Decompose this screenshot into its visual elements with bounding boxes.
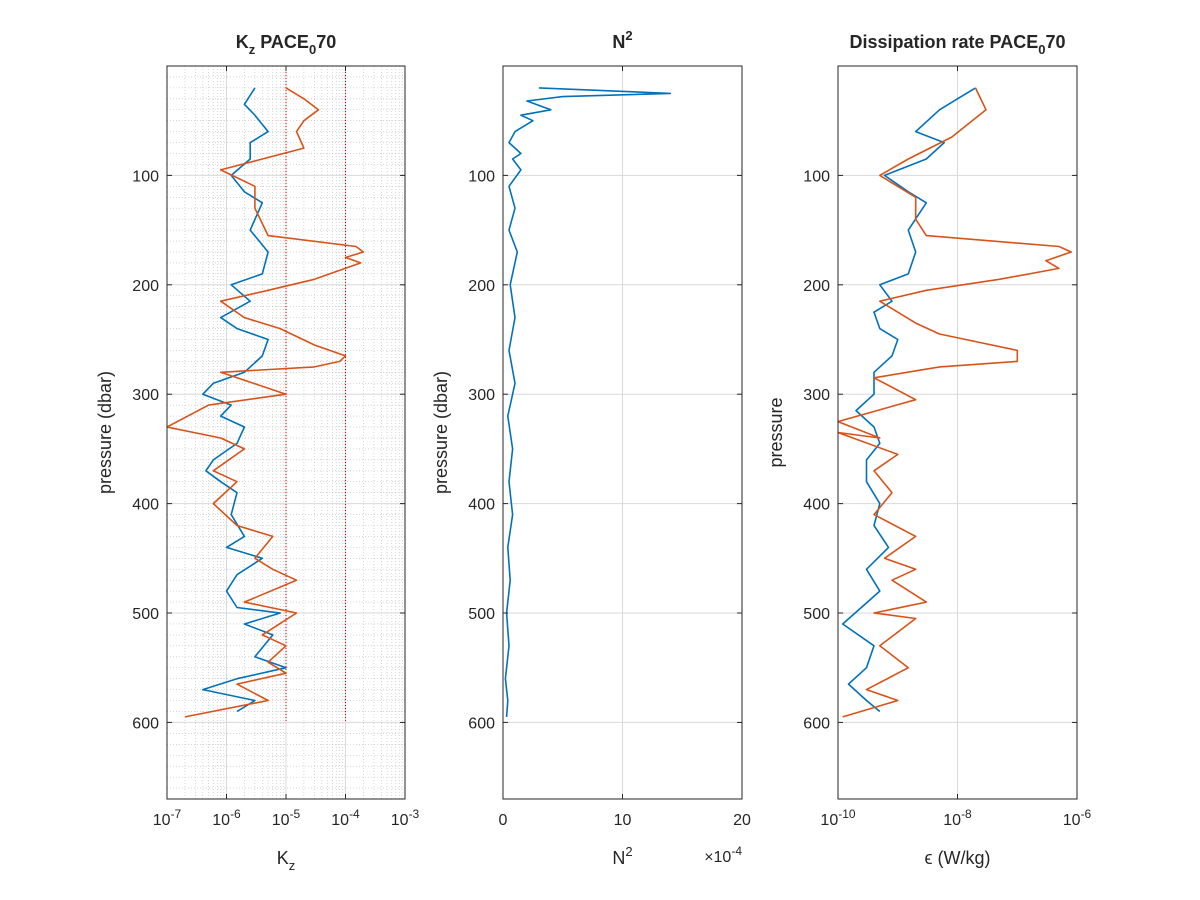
y-tick-label: 400 (468, 497, 495, 514)
y-tick-label: 100 (803, 168, 830, 185)
y-tick-label: 300 (132, 387, 159, 404)
chart-title: N2 (612, 28, 632, 52)
x-axis-label: Kz (277, 848, 296, 873)
x-tick-label: 10-4 (331, 807, 360, 829)
panel-dissipation: 10-10 10-8 10-6 100 200 300 400 500 600 Dissipati… (766, 32, 1092, 868)
y-tick-label: 600 (468, 715, 495, 732)
y-tick-label: 600 (132, 715, 159, 732)
x-tick-label: 10-8 (943, 807, 972, 829)
y-axis-label: pressure (dbar) (95, 371, 115, 494)
x-tick-label: 20 (733, 812, 751, 829)
y-tick-label: 400 (803, 497, 830, 514)
y-tick-label: 100 (468, 168, 495, 185)
series-line-blue (504, 87, 672, 717)
y-tick-label: 500 (468, 606, 495, 623)
x-tick-label: 0 (499, 812, 508, 829)
panel-n2: 0 10 20 100 200 300 400 500 600 N2 N2 ×10-4 pressure… (431, 28, 751, 868)
y-axis-label: pressure (dbar) (431, 371, 451, 494)
y-tick-label: 100 (132, 168, 159, 185)
x-tick-label: 10-5 (272, 807, 301, 829)
series-line-orange (167, 87, 365, 718)
grid (166, 66, 406, 799)
y-tick-label: 200 (132, 278, 159, 295)
y-tick-label: 300 (803, 387, 830, 404)
y-axis-label: pressure (766, 397, 786, 467)
x-tick-label: 10-6 (212, 807, 241, 829)
x-tick-label: 10-7 (153, 807, 182, 829)
x-tick-label: 10-10 (820, 807, 855, 829)
series-group (838, 87, 1072, 718)
x-axis-label: N2 (612, 844, 632, 868)
x-exponent-label: ×10-4 (704, 844, 742, 866)
series-group (167, 87, 365, 718)
series-line-blue (202, 87, 287, 713)
y-tick-label: 200 (468, 278, 495, 295)
x-tick-label: 10-6 (1063, 807, 1092, 829)
y-tick-label: 500 (132, 606, 159, 623)
series-line-orange (838, 87, 1072, 718)
y-tick-label: 400 (132, 497, 159, 514)
chart-title: Kz PACE070 (236, 32, 336, 57)
y-tick-label: 200 (803, 278, 830, 295)
x-tick-label: 10-3 (391, 807, 420, 829)
series-group (504, 87, 672, 717)
chart-title: Dissipation rate PACE070 (850, 32, 1066, 57)
x-tick-label: 10 (614, 812, 632, 829)
y-tick-label: 600 (803, 715, 830, 732)
panel-kz: 10-7 10-6 10-5 10-4 10-3 100 200 300 400 500 600 Kz… (95, 32, 420, 873)
y-tick-label: 300 (468, 387, 495, 404)
y-tick-label: 500 (803, 606, 830, 623)
x-axis-label: ϵ (W/kg) (925, 848, 991, 868)
series-line-blue (841, 87, 976, 713)
